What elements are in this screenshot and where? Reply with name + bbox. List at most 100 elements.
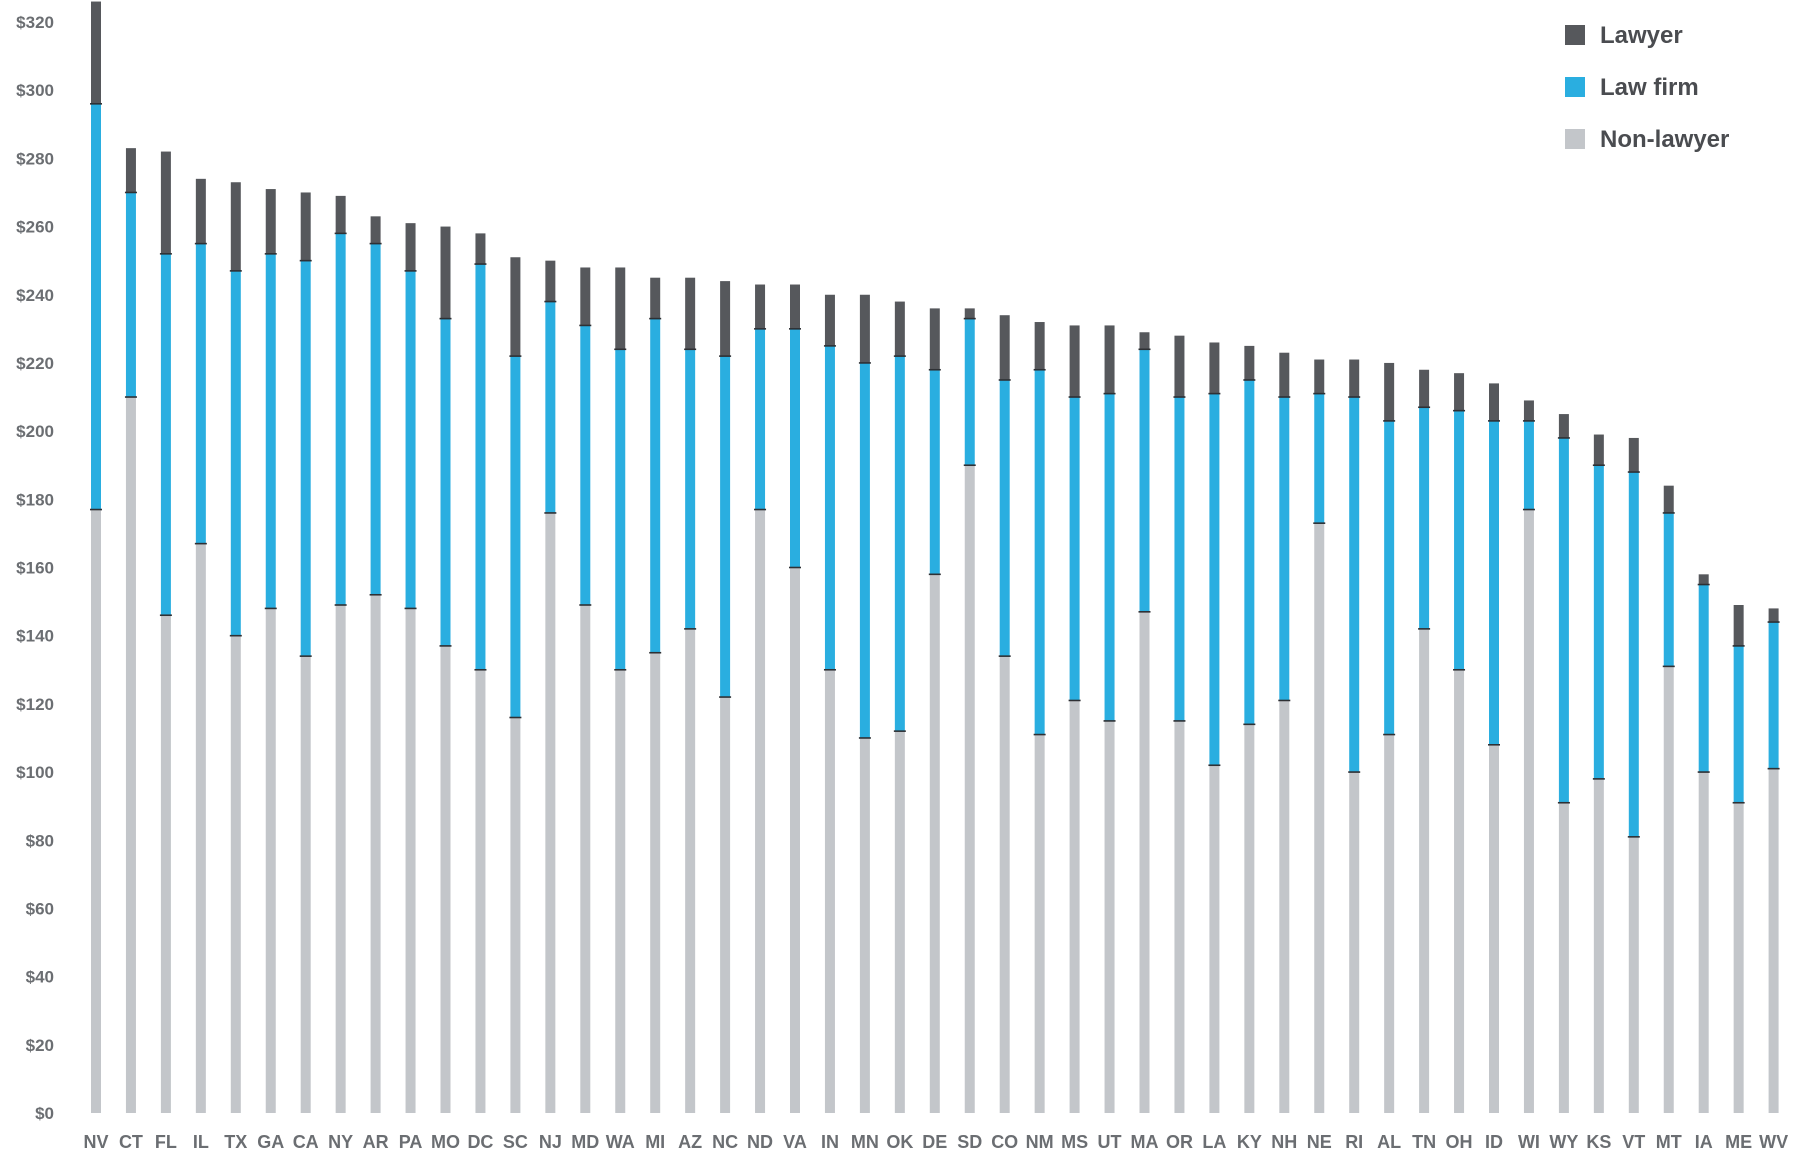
bar-non-lawyer: [685, 628, 696, 1113]
y-tick-label: $240: [16, 286, 54, 305]
bar-non-lawyer: [405, 608, 416, 1113]
x-tick-label: MO: [431, 1132, 460, 1152]
bar-law-firm: [1104, 393, 1115, 721]
bar-law-firm: [91, 103, 101, 510]
bar-lawyer: [580, 267, 591, 326]
bar-law-firm: [1279, 397, 1290, 701]
bar-law-firm: [230, 270, 241, 636]
bar-law-firm: [265, 253, 276, 609]
bar-law-firm: [1593, 465, 1604, 779]
x-tick-label: DC: [467, 1132, 493, 1152]
bar-law-firm: [894, 356, 905, 732]
bar-lawyer: [335, 195, 346, 234]
x-tick-label: CO: [991, 1132, 1018, 1152]
bar-non-lawyer: [859, 737, 870, 1113]
x-tick-label: NC: [712, 1132, 738, 1152]
legend: Lawyer Law firm Non-lawyer: [1565, 22, 1729, 153]
bar-non-lawyer: [650, 652, 661, 1113]
bar-non-lawyer: [1628, 836, 1639, 1113]
x-tick-label: OR: [1166, 1132, 1193, 1152]
y-tick-label: $140: [16, 627, 54, 646]
bar-non-lawyer: [195, 543, 206, 1113]
x-tick-label: VA: [783, 1132, 807, 1152]
bar-non-lawyer: [964, 465, 975, 1113]
y-tick-label: $320: [16, 13, 54, 32]
bar-law-firm: [1628, 472, 1639, 837]
bar-law-firm: [650, 318, 661, 653]
bar-lawyer: [405, 223, 416, 271]
bar-lawyer: [1733, 605, 1744, 646]
legend-swatch-lawyer: [1565, 25, 1585, 45]
x-tick-label: TX: [224, 1132, 247, 1152]
bar-law-firm: [1523, 420, 1534, 510]
bar-non-lawyer: [475, 669, 486, 1113]
bar-non-lawyer: [999, 656, 1010, 1113]
bar-non-lawyer: [1104, 720, 1115, 1113]
bar-lawyer: [1768, 608, 1779, 623]
bar-lawyer: [195, 178, 206, 244]
bar-lawyer: [615, 267, 626, 350]
bar-law-firm: [929, 369, 940, 575]
bar-lawyer: [1279, 352, 1290, 398]
bar-lawyer: [1419, 369, 1430, 408]
x-tick-label: UT: [1098, 1132, 1122, 1152]
x-tick-label: MD: [571, 1132, 599, 1152]
bar-lawyer: [1209, 342, 1220, 394]
x-tick-label: ID: [1485, 1132, 1503, 1152]
x-tick-label: IN: [821, 1132, 839, 1152]
bar-non-lawyer: [1523, 509, 1534, 1113]
bar-law-firm: [755, 328, 766, 510]
bar-lawyer: [650, 277, 661, 319]
bar-law-firm: [1558, 437, 1569, 803]
x-tick-label: DE: [922, 1132, 947, 1152]
bar-lawyer: [790, 284, 800, 329]
bar-law-firm: [1069, 397, 1080, 701]
bar-non-lawyer: [510, 717, 521, 1113]
bar-law-firm: [440, 318, 451, 646]
bar-lawyer: [370, 216, 381, 244]
bar-law-firm: [1174, 397, 1185, 721]
bar-law-firm: [370, 243, 381, 595]
y-tick-label: $300: [16, 81, 54, 100]
y-tick-label: $280: [16, 149, 54, 168]
x-tick-label: WA: [606, 1132, 635, 1152]
bar-lawyer: [300, 192, 311, 261]
x-tick-label: SD: [957, 1132, 982, 1152]
bar-law-firm: [335, 233, 346, 606]
x-tick-label: MS: [1061, 1132, 1088, 1152]
bar-law-firm: [1663, 512, 1674, 667]
bar-law-firm: [475, 264, 486, 670]
bar-lawyer: [545, 260, 556, 302]
bar-law-firm: [510, 356, 521, 718]
legend-label-law-firm: Law firm: [1600, 74, 1699, 101]
x-tick-label: MI: [645, 1132, 665, 1152]
x-tick-label: OH: [1446, 1132, 1473, 1152]
bar-lawyer: [475, 233, 486, 265]
bar-lawyer: [1244, 345, 1255, 380]
bar-non-lawyer: [1489, 744, 1499, 1113]
x-tick-label: AR: [363, 1132, 389, 1152]
x-tick-label: LA: [1202, 1132, 1226, 1152]
bar-law-firm: [720, 356, 731, 698]
bar-law-firm: [1768, 622, 1779, 769]
bar-lawyer: [894, 301, 905, 357]
bar-non-lawyer: [1558, 802, 1569, 1113]
bar-lawyer: [1139, 332, 1150, 350]
x-tick-label: KS: [1586, 1132, 1611, 1152]
bar-lawyer: [91, 1, 101, 104]
bar-law-firm: [545, 301, 556, 513]
bar-law-firm: [1139, 349, 1150, 612]
bar-lawyer: [510, 257, 521, 357]
bar-non-lawyer: [300, 656, 311, 1113]
bar-law-firm: [1209, 393, 1220, 766]
bar-lawyer: [824, 294, 835, 346]
x-tick-label: MN: [851, 1132, 879, 1152]
x-tick-label: IA: [1695, 1132, 1713, 1152]
bar-lawyer: [1558, 414, 1569, 438]
bar-lawyer: [685, 277, 696, 350]
bar-lawyer: [964, 308, 975, 319]
bar-non-lawyer: [1244, 724, 1255, 1113]
bar-non-lawyer: [545, 512, 556, 1113]
legend-swatch-non-lawyer: [1565, 129, 1585, 149]
